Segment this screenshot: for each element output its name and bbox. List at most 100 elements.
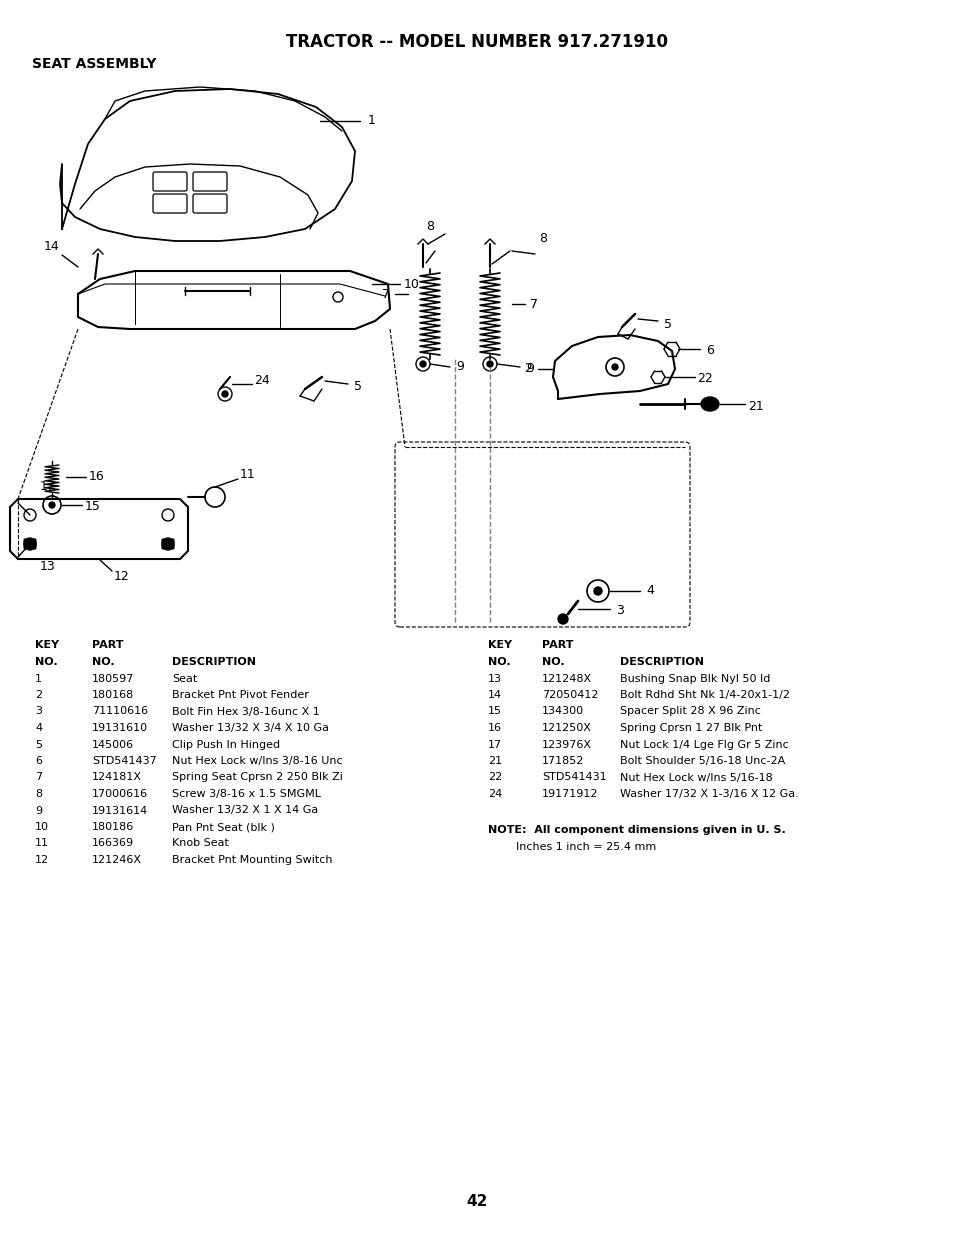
Text: SEAT ASSEMBLY: SEAT ASSEMBLY — [32, 57, 156, 71]
Text: 7: 7 — [530, 297, 537, 311]
Text: Nut Hex Lock w/Ins 3/8-16 Unc: Nut Hex Lock w/Ins 3/8-16 Unc — [172, 756, 342, 766]
Circle shape — [612, 364, 618, 370]
Text: 121250X: 121250X — [541, 724, 591, 733]
Text: 19131610: 19131610 — [91, 724, 148, 733]
Text: Spring Seat Cprsn 2 250 Blk Zi: Spring Seat Cprsn 2 250 Blk Zi — [172, 772, 342, 783]
Text: 15: 15 — [488, 706, 501, 716]
Text: 123976X: 123976X — [541, 740, 592, 750]
Text: 3: 3 — [35, 706, 42, 716]
Text: 14: 14 — [488, 690, 501, 700]
Text: 1: 1 — [35, 674, 42, 684]
FancyBboxPatch shape — [152, 172, 187, 191]
Text: 22: 22 — [488, 772, 501, 783]
Text: DESCRIPTION: DESCRIPTION — [172, 657, 255, 667]
Text: 21: 21 — [747, 399, 763, 413]
FancyBboxPatch shape — [24, 539, 36, 549]
Text: Washer 17/32 X 1-3/16 X 12 Ga.: Washer 17/32 X 1-3/16 X 12 Ga. — [619, 789, 798, 799]
Text: 3: 3 — [616, 605, 623, 617]
FancyBboxPatch shape — [193, 172, 227, 191]
Text: Seat: Seat — [172, 674, 197, 684]
Text: Bushing Snap Blk Nyl 50 Id: Bushing Snap Blk Nyl 50 Id — [619, 674, 770, 684]
Text: 14: 14 — [44, 240, 60, 254]
Text: 10: 10 — [404, 278, 419, 290]
Text: 121248X: 121248X — [541, 674, 592, 684]
Text: 7: 7 — [381, 287, 390, 301]
Text: 180168: 180168 — [91, 690, 134, 700]
Text: Bracket Pnt Pivot Fender: Bracket Pnt Pivot Fender — [172, 690, 309, 700]
Text: Inches 1 inch = 25.4 mm: Inches 1 inch = 25.4 mm — [488, 841, 656, 851]
FancyBboxPatch shape — [162, 539, 173, 549]
Text: 17: 17 — [40, 481, 56, 493]
Text: 19131614: 19131614 — [91, 805, 148, 815]
Text: 13: 13 — [40, 560, 56, 574]
Text: 5: 5 — [354, 380, 361, 394]
Text: 124181X: 124181X — [91, 772, 142, 783]
Text: DESCRIPTION: DESCRIPTION — [619, 657, 703, 667]
Text: 180186: 180186 — [91, 821, 134, 833]
Text: 9: 9 — [456, 361, 463, 373]
Text: 4: 4 — [35, 724, 42, 733]
Text: 6: 6 — [35, 756, 42, 766]
Text: 5: 5 — [35, 740, 42, 750]
Text: 166369: 166369 — [91, 839, 134, 849]
Text: 171852: 171852 — [541, 756, 584, 766]
Text: 15: 15 — [85, 501, 101, 513]
Text: 19171912: 19171912 — [541, 789, 598, 799]
Text: 13: 13 — [488, 674, 501, 684]
Text: TRACTOR -- MODEL NUMBER 917.271910: TRACTOR -- MODEL NUMBER 917.271910 — [286, 33, 667, 51]
Text: Washer 13/32 X 3/4 X 10 Ga: Washer 13/32 X 3/4 X 10 Ga — [172, 724, 329, 733]
Text: Spacer Split 28 X 96 Zinc: Spacer Split 28 X 96 Zinc — [619, 706, 760, 716]
Text: Bracket Pnt Mounting Switch: Bracket Pnt Mounting Switch — [172, 855, 333, 865]
Text: Pan Pnt Seat (blk ): Pan Pnt Seat (blk ) — [172, 821, 274, 833]
Text: Nut Hex Lock w/Ins 5/16-18: Nut Hex Lock w/Ins 5/16-18 — [619, 772, 772, 783]
Text: 1: 1 — [368, 114, 375, 128]
Text: STD541437: STD541437 — [91, 756, 156, 766]
Text: 6: 6 — [705, 344, 713, 358]
Text: 17: 17 — [488, 740, 501, 750]
Text: 24: 24 — [488, 789, 501, 799]
Text: 5: 5 — [663, 317, 671, 331]
FancyBboxPatch shape — [152, 195, 187, 213]
Text: KEY: KEY — [35, 641, 59, 650]
Text: 24: 24 — [253, 374, 270, 388]
Text: 8: 8 — [426, 221, 434, 233]
Text: NO.: NO. — [488, 657, 510, 667]
Text: STD541431: STD541431 — [541, 772, 606, 783]
Circle shape — [49, 502, 55, 508]
Text: Nut Lock 1/4 Lge Flg Gr 5 Zinc: Nut Lock 1/4 Lge Flg Gr 5 Zinc — [619, 740, 788, 750]
Text: NOTE:  All component dimensions given in U. S.: NOTE: All component dimensions given in … — [488, 825, 785, 835]
Text: Clip Push In Hinged: Clip Push In Hinged — [172, 740, 280, 750]
Text: KEY: KEY — [488, 641, 512, 650]
Text: Washer 13/32 X 1 X 14 Ga: Washer 13/32 X 1 X 14 Ga — [172, 805, 318, 815]
Text: 7: 7 — [35, 772, 42, 783]
Text: 9: 9 — [525, 363, 534, 375]
Text: 180597: 180597 — [91, 674, 134, 684]
Text: 12: 12 — [35, 855, 49, 865]
Text: NO.: NO. — [35, 657, 57, 667]
Text: Bolt Rdhd Sht Nk 1/4-20x1-1/2: Bolt Rdhd Sht Nk 1/4-20x1-1/2 — [619, 690, 789, 700]
Text: PART: PART — [91, 641, 123, 650]
Text: 11: 11 — [240, 467, 255, 481]
Text: 2: 2 — [35, 690, 42, 700]
Circle shape — [222, 392, 228, 396]
Text: Bolt Shoulder 5/16-18 Unc-2A: Bolt Shoulder 5/16-18 Unc-2A — [619, 756, 784, 766]
Text: 10: 10 — [35, 821, 49, 833]
Text: NO.: NO. — [541, 657, 564, 667]
Circle shape — [558, 615, 567, 624]
Circle shape — [419, 361, 426, 367]
Text: 16: 16 — [89, 471, 105, 483]
Text: Screw 3/8-16 x 1.5 SMGML: Screw 3/8-16 x 1.5 SMGML — [172, 789, 320, 799]
Text: 8: 8 — [538, 233, 546, 245]
Text: 72050412: 72050412 — [541, 690, 598, 700]
Text: 42: 42 — [466, 1193, 487, 1208]
FancyBboxPatch shape — [193, 195, 227, 213]
Text: 134300: 134300 — [541, 706, 583, 716]
Ellipse shape — [700, 396, 719, 411]
Text: 11: 11 — [35, 839, 49, 849]
Text: Knob Seat: Knob Seat — [172, 839, 229, 849]
Text: 16: 16 — [488, 724, 501, 733]
Text: 12: 12 — [114, 570, 130, 584]
Text: Spring Cprsn 1 27 Blk Pnt: Spring Cprsn 1 27 Blk Pnt — [619, 724, 761, 733]
Circle shape — [594, 587, 601, 595]
Text: 71110616: 71110616 — [91, 706, 148, 716]
